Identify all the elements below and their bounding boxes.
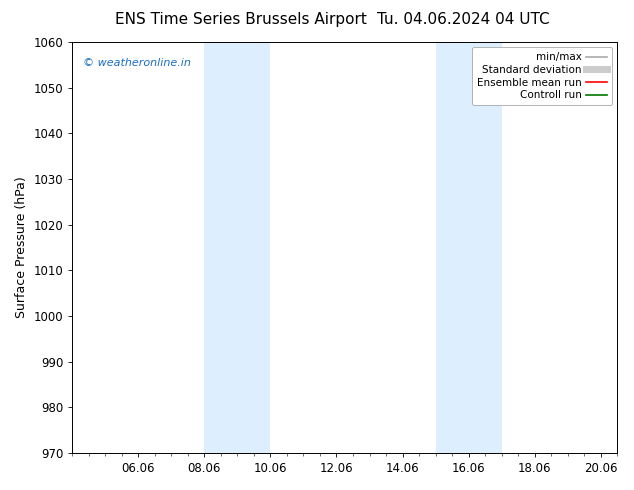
Bar xyxy=(436,42,501,453)
Text: ENS Time Series Brussels Airport: ENS Time Series Brussels Airport xyxy=(115,12,367,27)
Legend: min/max, Standard deviation, Ensemble mean run, Controll run: min/max, Standard deviation, Ensemble me… xyxy=(472,47,612,105)
Y-axis label: Surface Pressure (hPa): Surface Pressure (hPa) xyxy=(15,176,28,318)
Text: Tu. 04.06.2024 04 UTC: Tu. 04.06.2024 04 UTC xyxy=(377,12,549,27)
Bar xyxy=(204,42,271,453)
Text: © weatheronline.in: © weatheronline.in xyxy=(83,58,191,69)
